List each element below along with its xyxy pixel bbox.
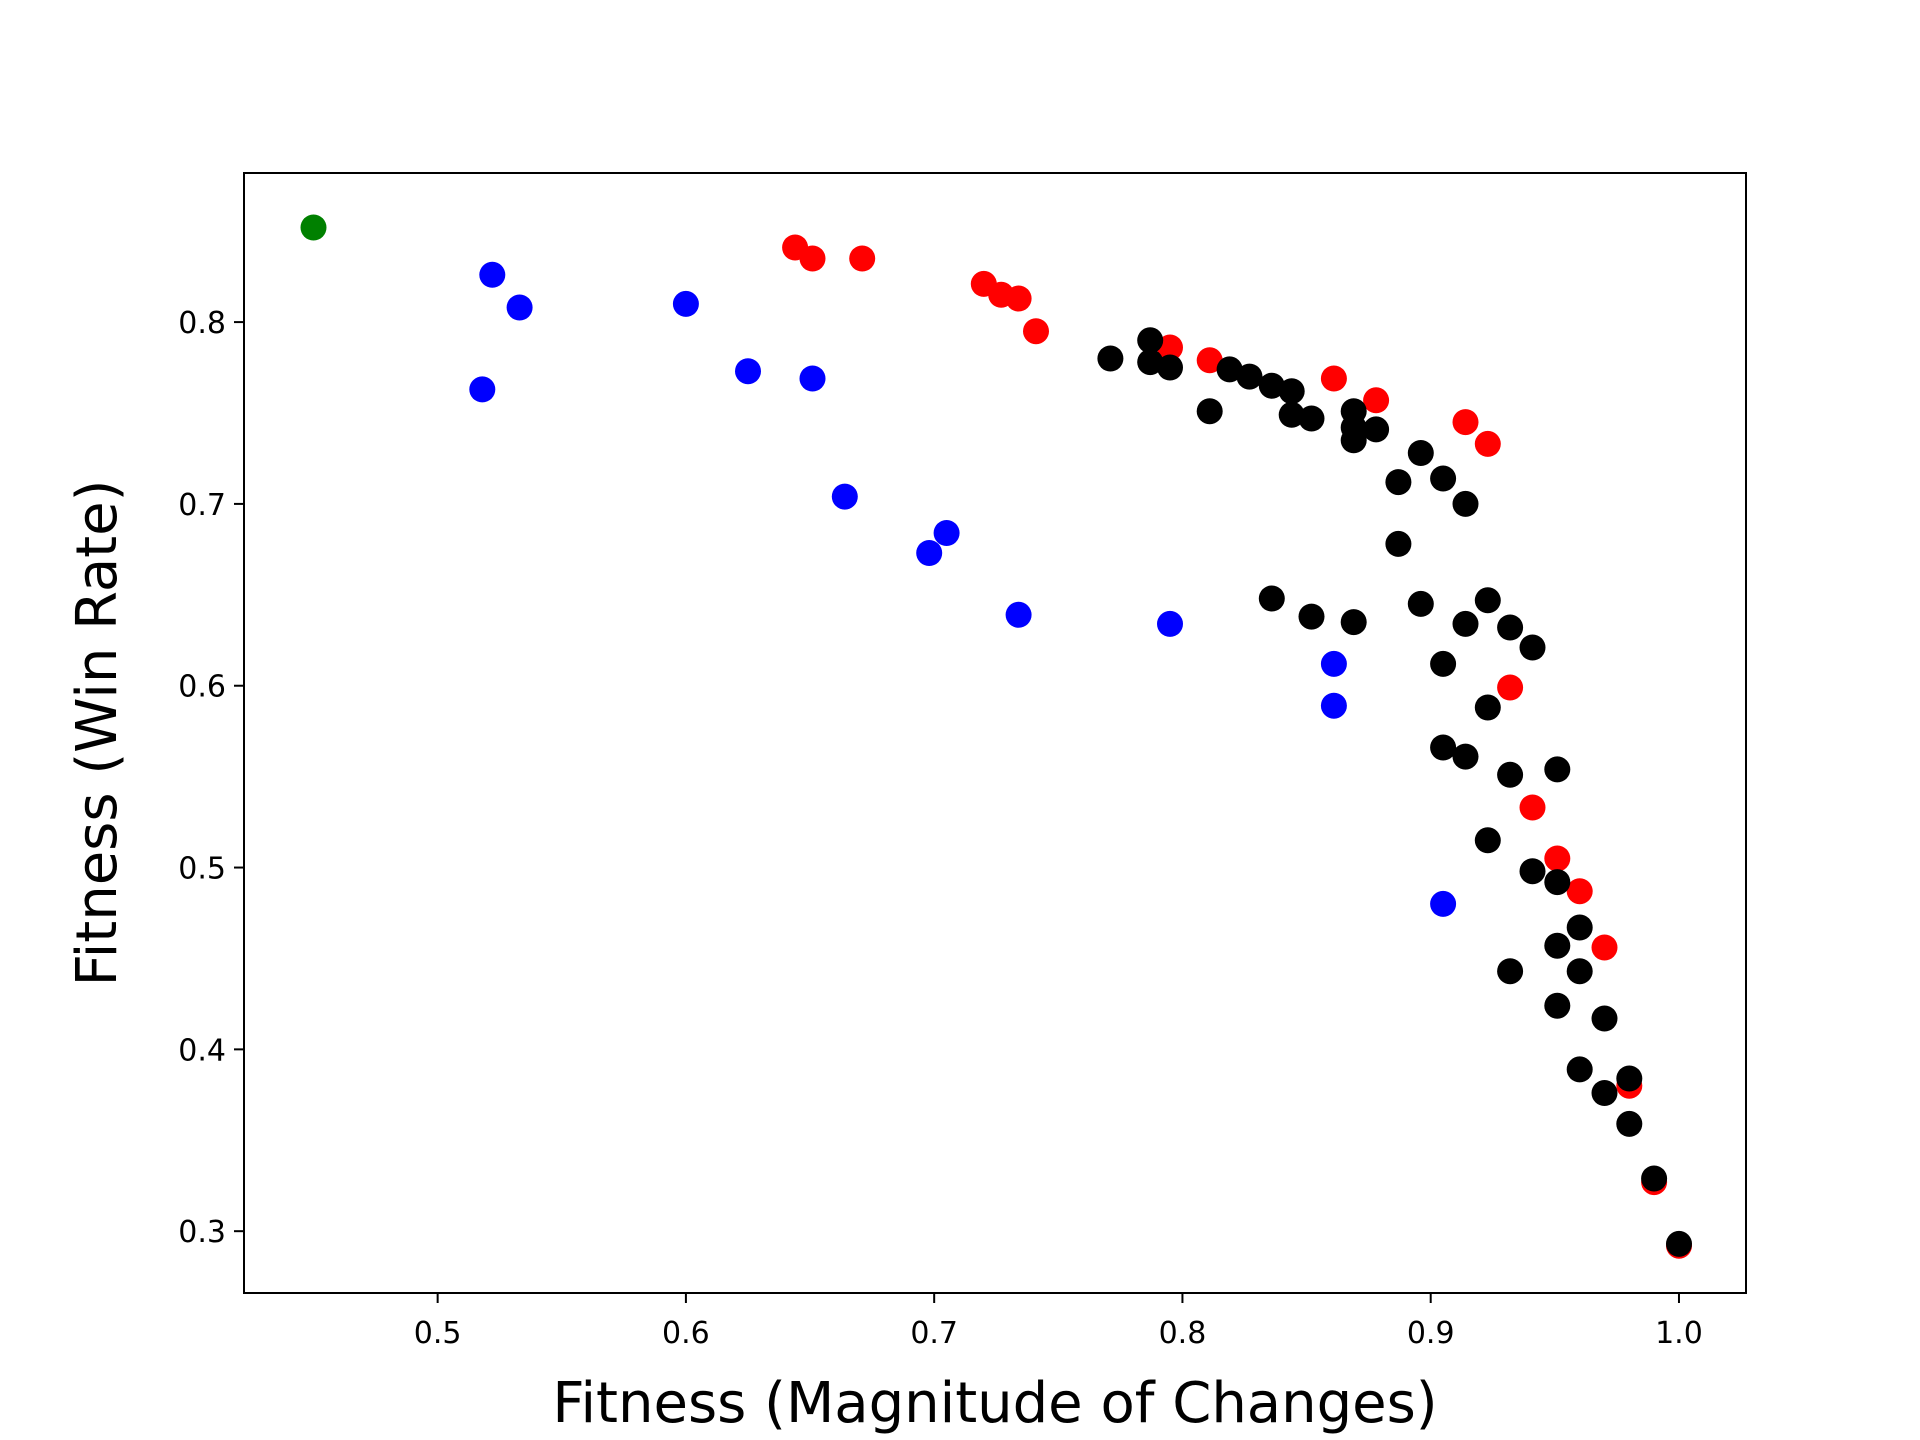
y-axis-label: Fitness (Win Rate) (65, 480, 130, 987)
data-point (1666, 1231, 1692, 1257)
data-point (1592, 1080, 1618, 1106)
data-point (1363, 416, 1389, 442)
data-point (1497, 762, 1523, 788)
data-point (849, 246, 875, 272)
data-point (507, 295, 533, 321)
data-point (1497, 958, 1523, 984)
data-point (1592, 935, 1618, 961)
data-point (1321, 693, 1347, 719)
data-point (1544, 756, 1570, 782)
data-point (1544, 933, 1570, 959)
data-point (1259, 586, 1285, 612)
data-point (1592, 1006, 1618, 1032)
data-point (1475, 695, 1501, 721)
data-point (800, 366, 826, 392)
data-point (1430, 735, 1456, 761)
y-tick-label: 0.7 (178, 488, 226, 523)
data-point (1097, 346, 1123, 372)
data-point (1567, 1056, 1593, 1082)
data-point (1497, 615, 1523, 641)
data-point (1408, 440, 1434, 466)
data-point (1453, 409, 1479, 435)
data-point (1006, 286, 1032, 312)
x-tick-label: 0.7 (910, 1316, 958, 1351)
data-point (1237, 364, 1263, 390)
data-point (934, 520, 960, 546)
data-point (1197, 398, 1223, 424)
data-point (1616, 1111, 1642, 1137)
data-point (1430, 891, 1456, 917)
data-point (832, 484, 858, 510)
data-point (1567, 915, 1593, 941)
y-tick-label: 0.3 (178, 1215, 226, 1250)
x-tick-label: 0.6 (662, 1316, 710, 1351)
data-point (1279, 378, 1305, 404)
data-point (1453, 744, 1479, 770)
data-point (1321, 366, 1347, 392)
data-point (1567, 878, 1593, 904)
data-point (1520, 858, 1546, 884)
x-axis-label: Fitness (Magnitude of Changes) (552, 1371, 1437, 1436)
y-tick-label: 0.6 (178, 670, 226, 705)
data-point (800, 246, 826, 272)
data-point (301, 215, 327, 241)
data-point (1544, 869, 1570, 895)
x-axis-ticks: 0.5 0.6 0.7 0.8 0.9 1.0 (414, 1293, 1703, 1351)
data-point (1341, 609, 1367, 635)
data-point (1006, 602, 1032, 628)
data-point (1497, 675, 1523, 701)
data-point (1453, 491, 1479, 517)
data-point (673, 291, 699, 317)
data-point (1385, 469, 1411, 495)
x-tick-label: 0.5 (414, 1316, 462, 1351)
data-point (1475, 827, 1501, 853)
data-point (1157, 611, 1183, 637)
data-point (1520, 795, 1546, 821)
data-point (1641, 1166, 1667, 1192)
data-point (1299, 406, 1325, 432)
data-point (1544, 993, 1570, 1019)
data-point (1520, 635, 1546, 661)
data-point (1544, 846, 1570, 872)
data-point (1475, 431, 1501, 457)
data-point (1341, 427, 1367, 453)
data-point (1385, 531, 1411, 557)
data-point (1453, 611, 1479, 637)
data-point (735, 358, 761, 384)
data-point (469, 376, 495, 402)
y-axis-ticks: 0.3 0.4 0.5 0.6 0.7 0.8 (178, 306, 244, 1250)
y-tick-label: 0.8 (178, 306, 226, 341)
x-tick-label: 0.8 (1159, 1316, 1207, 1351)
x-tick-label: 1.0 (1655, 1316, 1703, 1351)
data-point (1408, 591, 1434, 617)
y-tick-label: 0.4 (178, 1033, 226, 1068)
y-tick-label: 0.5 (178, 852, 226, 887)
plot-area-background (244, 173, 1746, 1293)
data-point (479, 262, 505, 288)
data-point (1321, 651, 1347, 677)
data-point (1475, 587, 1501, 613)
data-point (1430, 651, 1456, 677)
data-point (916, 540, 942, 566)
data-point (1157, 355, 1183, 381)
data-point (1567, 958, 1593, 984)
data-point (1299, 604, 1325, 630)
data-point (1616, 1066, 1642, 1092)
x-tick-label: 0.9 (1407, 1316, 1455, 1351)
data-point (1023, 318, 1049, 344)
data-point (1363, 387, 1389, 413)
data-point (1430, 466, 1456, 492)
